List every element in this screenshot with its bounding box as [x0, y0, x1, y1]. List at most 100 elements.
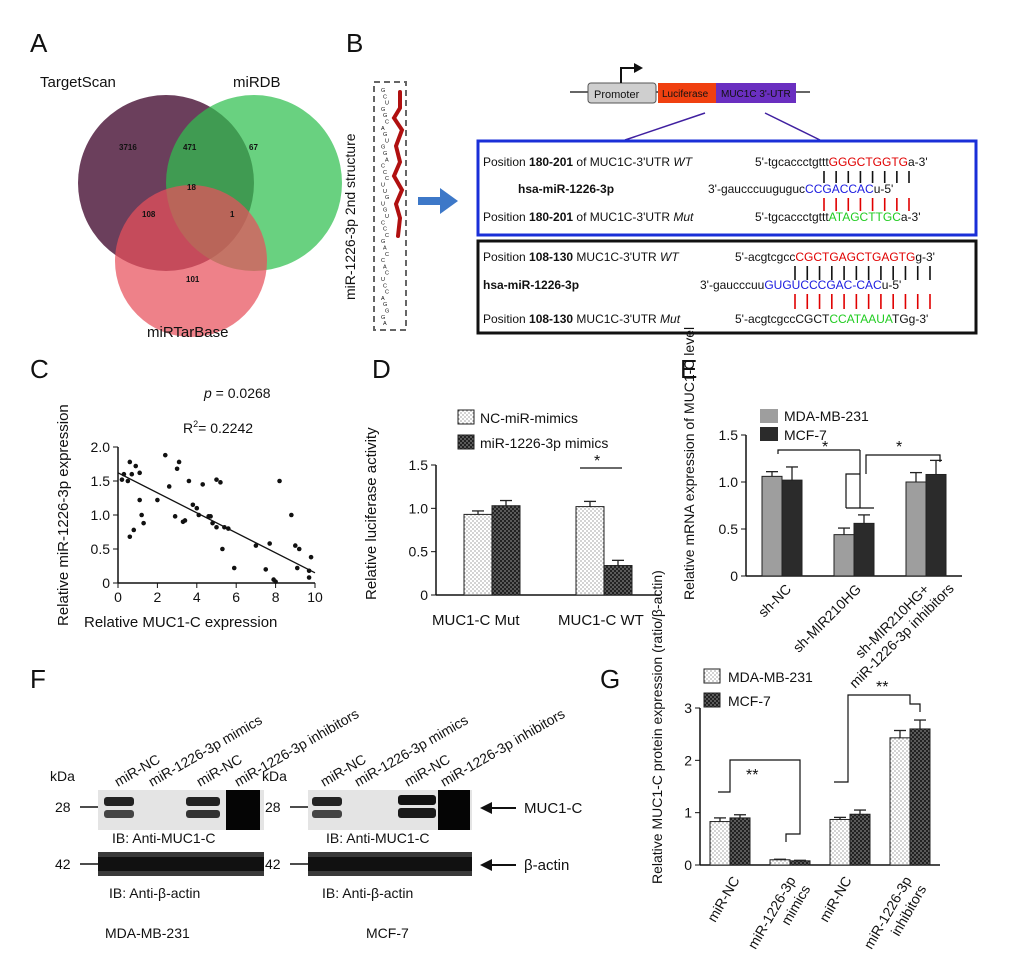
d-x-label-wt: MUC1-C WT	[558, 612, 644, 629]
barsG-bar	[769, 859, 791, 866]
actin-band-label: β-actin	[524, 857, 569, 874]
hairpin-letter: C	[385, 176, 389, 182]
venn-count-ts-db: 471	[183, 143, 197, 152]
panel-label-a: A	[30, 28, 48, 58]
blot2-actin	[290, 852, 472, 876]
box1-row1-seq: 5'-tgcaccctgtttGGGCTGGTGa-3'	[755, 155, 928, 169]
c-point	[289, 512, 294, 518]
hairpin-letter: C	[381, 164, 385, 170]
barsG-bar	[789, 860, 811, 866]
hairpin-letter: C	[385, 120, 389, 126]
barsD-y-tick-label: 0	[420, 587, 428, 603]
panel-label-c: C	[30, 354, 49, 384]
kda-label-1: kDa	[50, 768, 75, 784]
utr-label: MUC1C 3'-UTR	[721, 89, 791, 100]
c-point	[267, 541, 272, 546]
c-point	[306, 568, 312, 574]
marker-42-2: 42	[265, 856, 281, 872]
c-point	[222, 524, 227, 530]
c-point	[139, 512, 144, 518]
c-point	[190, 502, 196, 508]
barsD-bar	[491, 505, 521, 596]
box1-row2-seq: 3'-gaucccuugugucCCGACCACu-5'	[708, 182, 893, 196]
barsG-y-tick-label: 2	[684, 752, 692, 768]
venn-label-mirdb: miRDB	[233, 74, 281, 91]
barsG-y-tick-label: 1	[684, 805, 692, 821]
c-point	[277, 478, 282, 484]
e-legend-swatch-mcf	[760, 427, 778, 441]
blue-arrow	[418, 188, 458, 214]
barsD-y-tick-label: 0.5	[409, 544, 429, 560]
c-point	[141, 520, 146, 526]
luciferase-label: Luciferase	[662, 89, 709, 100]
e-legend-mda: MDA-MB-231	[784, 408, 869, 424]
g-sig-star-2: **	[876, 679, 888, 696]
c-x-tick-label: 8	[272, 589, 280, 605]
e-legend: MDA-MB-231 MCF-7	[760, 408, 869, 443]
panel-d: D NC-miR-mimics miR-1226-3p mimics 0 0.5 1…	[363, 354, 660, 629]
seq-box-1	[476, 139, 978, 237]
barsD-y-tick-label: 1.0	[409, 500, 429, 516]
hairpin-letter: G	[385, 309, 389, 315]
hairpin-letter: C	[385, 290, 389, 296]
barsG-bar	[849, 813, 871, 866]
panel-label-g: G	[600, 664, 620, 694]
hairpin-letter: C	[381, 258, 385, 264]
c-x-tick-label: 2	[154, 589, 162, 605]
g-bracket-1	[718, 759, 801, 842]
c-point	[119, 477, 125, 482]
c-point	[172, 514, 178, 519]
box2-row3-seq: 5'-acgtcgccCGCTCCATAAUATGg-3'	[735, 312, 928, 326]
luciferase-box	[658, 83, 716, 103]
hairpin-letter: A	[383, 321, 387, 327]
c-point	[220, 546, 225, 552]
c-point	[294, 565, 300, 571]
barsE-y-tick-label: 0	[730, 568, 738, 584]
barsD-bar	[463, 513, 493, 596]
box1-row1-label: Position 180-201 of MUC1C-3'UTR WT	[483, 155, 694, 169]
c-point	[226, 526, 231, 531]
c-point	[253, 543, 259, 548]
hairpin-letter: G	[383, 113, 387, 119]
c-point	[218, 480, 223, 485]
barsG-bar	[729, 817, 751, 866]
hairpin-letter: C	[383, 283, 387, 289]
box2-row1-label: Position 108-130 MUC1C-3'UTR WT	[483, 250, 680, 264]
c-point	[125, 478, 131, 484]
panel-label-b: B	[346, 28, 363, 58]
box1-row3-seq: 5'-tgcaccctgtttATAGCTTGCa-3'	[755, 210, 921, 224]
hairpin-letter: C	[383, 94, 387, 100]
barsG-bar	[709, 821, 731, 866]
c-point	[127, 534, 133, 540]
g-x-label-4: miR-1226-3pinhibitors	[860, 873, 929, 960]
barsE-bar	[853, 522, 875, 577]
hairpin-letter: G	[381, 88, 385, 94]
barsE-bar	[833, 534, 855, 577]
e-sig-star-1: *	[822, 439, 828, 456]
g-bracket-2	[834, 694, 870, 783]
p-value-text: p = 0.0268	[203, 385, 271, 401]
hairpin-letter: C	[385, 233, 389, 239]
venn-mirtarbase-circle	[115, 185, 267, 337]
blot1-ib-muc: IB: Anti-MUC1-C	[112, 830, 215, 846]
c-point	[306, 575, 312, 580]
e-ylabel: Relative mRNA expression of MUC1-C level	[681, 327, 697, 600]
g-bracket-2b	[870, 694, 921, 712]
venn-label-mirtarbase: miRTarBase	[147, 324, 228, 341]
hairpin-letter: G	[383, 151, 387, 157]
c-point	[296, 546, 302, 552]
hairpin-letter: G	[381, 145, 385, 151]
kda-label-2: kDa	[262, 768, 287, 784]
venn-count-tb-only: 101	[186, 275, 200, 284]
e-legend-mcf: MCF-7	[784, 427, 827, 443]
c-x-tick-label: 6	[232, 589, 240, 605]
panel-c: C p = 0.0268 R2= 0.2242 0 2 4 6 8 10 0 0.5 1.0 1.…	[30, 354, 323, 631]
hairpin-letter: U	[381, 183, 385, 189]
hairpin-letter: G	[383, 302, 387, 308]
c-point	[208, 514, 213, 519]
bar-chart-d: 0 0.5 1.0 1.5 MUC1-C Mut MUC1-C WT *	[409, 453, 660, 629]
g-legend-mcf: MCF-7	[728, 693, 771, 709]
hairpin-letter: G	[383, 208, 387, 214]
